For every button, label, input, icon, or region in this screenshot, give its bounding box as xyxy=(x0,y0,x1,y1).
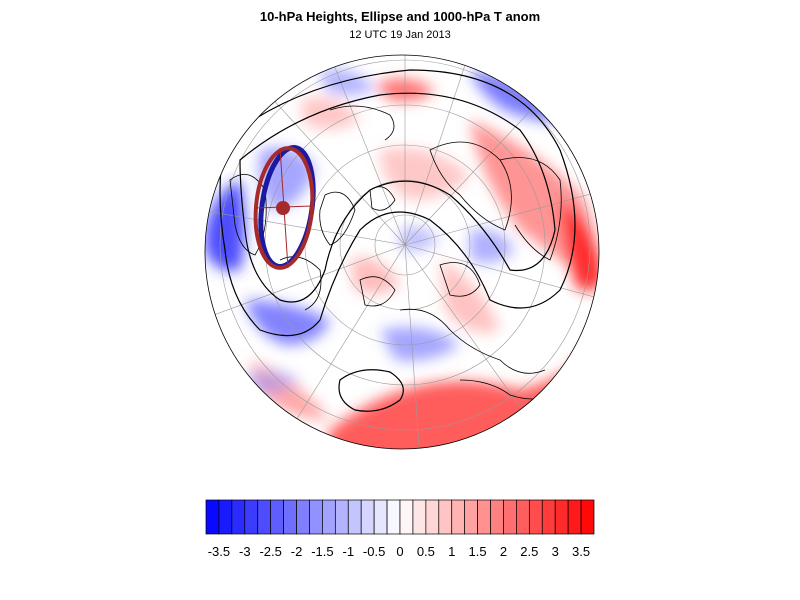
colorbar-bin xyxy=(386,499,401,535)
chart-subtitle: 12 UTC 19 Jan 2013 xyxy=(349,29,451,41)
colorbar-bin xyxy=(373,499,388,535)
ellipse-centroid-marker xyxy=(276,201,290,215)
colorbar-bin xyxy=(218,499,233,535)
colorbar-bin xyxy=(231,499,246,535)
lat-lon-grid xyxy=(205,55,599,449)
colorbar-bin xyxy=(567,499,582,535)
colorbar-bin xyxy=(580,499,595,535)
vortex-ellipse xyxy=(253,144,316,270)
colorbar-bin xyxy=(399,499,414,535)
colorbar-tick-label: 3 xyxy=(551,544,559,559)
colorbar-tick-label: 1 xyxy=(448,544,456,559)
colorbar-tick-label: 0 xyxy=(396,544,404,559)
colorbar-bin xyxy=(347,499,362,535)
colorbar-tick-label: 3.5 xyxy=(572,544,591,559)
colorbar-bin xyxy=(322,499,336,535)
colorbar-tick-label: -0.5 xyxy=(362,544,386,559)
colorbar-tick-label: -1.5 xyxy=(311,544,334,559)
colorbar-bin xyxy=(451,499,466,535)
globe-disk xyxy=(205,55,599,449)
colorbar-bin xyxy=(438,499,453,535)
colorbar-bin xyxy=(425,499,440,535)
colorbar-bin xyxy=(334,499,349,535)
colorbar-tick-label: 1.5 xyxy=(468,544,487,559)
colorbar-labels: -3.5 -3 -2.5 -2 -1.5 -1 -0.5 0 0.5 1 1.5 2 2.5 3 3.5 xyxy=(0,544,800,564)
colorbar-bin xyxy=(309,499,323,535)
colorbar xyxy=(205,499,595,535)
colorbar-tick-label: -2.5 xyxy=(259,544,282,559)
colorbar-bin xyxy=(490,499,504,535)
colorbar-bin xyxy=(270,499,284,535)
colorbar-bin xyxy=(257,499,272,535)
colorbar-tick-label: 0.5 xyxy=(416,544,435,559)
colorbar-bin xyxy=(528,499,543,535)
coastlines xyxy=(229,105,562,400)
temperature-anomaly-field xyxy=(205,69,599,449)
colorbar-bin xyxy=(244,499,259,535)
colorbar-tick-label: 2 xyxy=(499,544,508,559)
colorbar-tick-label: -3 xyxy=(239,544,251,559)
chart-title: 10-hPa Heights, Ellipse and 1000-hPa T a… xyxy=(259,9,541,24)
colorbar-tick-label: 2.5 xyxy=(520,544,539,559)
colorbar-bin xyxy=(283,499,297,535)
colorbar-tick-label: -2 xyxy=(290,544,303,559)
colorbar-tick-label: -3.5 xyxy=(207,544,231,559)
colorbar-bin xyxy=(205,499,220,535)
colorbar-bin xyxy=(503,499,517,535)
colorbar-bin xyxy=(412,499,427,535)
colorbar-bin xyxy=(464,499,478,535)
colorbar-bin xyxy=(516,499,530,535)
colorbar-bin xyxy=(296,499,310,535)
colorbar-bin xyxy=(360,499,375,535)
colorbar-bin xyxy=(541,499,556,535)
globe-outline xyxy=(204,54,600,450)
colorbar-bin xyxy=(477,499,491,535)
colorbar-tick-label: -1 xyxy=(342,544,355,559)
colorbar-bin xyxy=(554,499,569,535)
